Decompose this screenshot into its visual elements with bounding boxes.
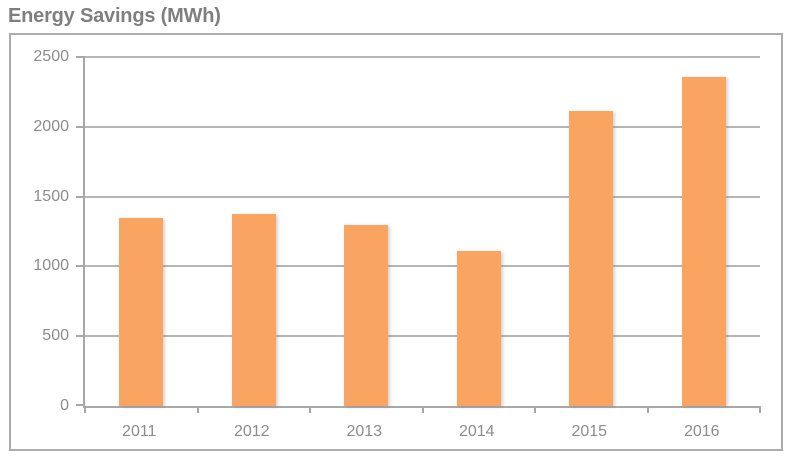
x-axis-tick (647, 406, 649, 413)
plot-area (76, 56, 761, 413)
y-axis-tick (76, 56, 85, 58)
x-axis-tick (759, 406, 761, 413)
y-axis-label: 0 (60, 397, 69, 414)
bar-2012 (232, 214, 276, 406)
x-axis-tick (534, 406, 536, 413)
bar-2011 (119, 218, 163, 406)
y-axis-label: 2500 (33, 48, 69, 65)
gridline-2000 (85, 126, 760, 128)
y-axis-label: 2000 (33, 118, 69, 135)
x-axis-label: 2015 (571, 423, 608, 440)
x-axis-label: 2016 (683, 423, 720, 440)
y-axis-label: 1500 (33, 188, 69, 205)
x-axis-tick (422, 406, 424, 413)
chart-frame: 0 500 1000 1500 2000 2500 2011 2012 2013 2014 201… (9, 33, 783, 451)
y-axis-tick (76, 196, 85, 198)
x-axis-label: 2014 (458, 423, 495, 440)
gridline-1000 (85, 265, 760, 267)
bar-2015 (569, 111, 613, 406)
bar-2013 (344, 225, 388, 406)
y-axis-tick (76, 404, 85, 406)
x-axis-label: 2012 (233, 423, 270, 440)
gridline-500 (85, 335, 760, 337)
bar-2016 (682, 77, 726, 406)
y-axis-label: 500 (42, 327, 69, 344)
y-axis-label: 1000 (33, 257, 69, 274)
x-axis-tick (197, 406, 199, 413)
y-axis-tick (76, 335, 85, 337)
chart-title: Energy Savings (MWh) (8, 5, 221, 27)
y-axis-tick (76, 265, 85, 267)
y-axis-tick (76, 126, 85, 128)
gridline-1500 (85, 196, 760, 198)
bar-2014 (457, 251, 501, 406)
gridline-2500 (85, 56, 760, 58)
x-axis-label: 2013 (346, 423, 383, 440)
x-axis-tick (309, 406, 311, 413)
x-axis-tick (84, 406, 86, 413)
x-axis-label: 2011 (122, 423, 157, 440)
